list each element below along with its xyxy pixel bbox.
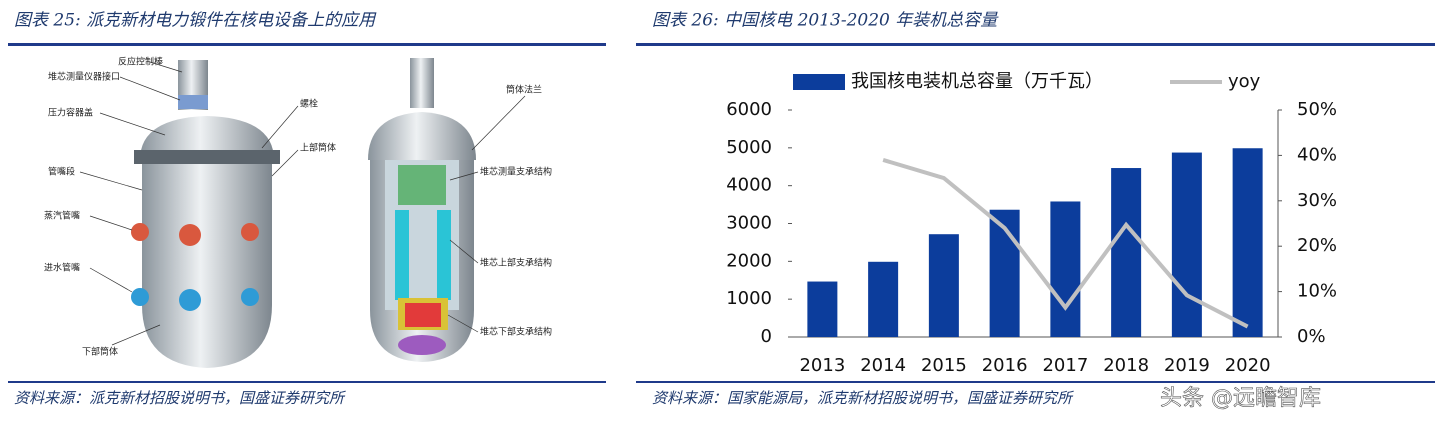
reactor-illustration	[79, 58, 526, 368]
part-label: 反应控制棒	[118, 56, 163, 68]
y2-tick-label: 0%	[1297, 326, 1326, 347]
bar	[1050, 201, 1081, 337]
part-label: 进水管嘴	[44, 262, 80, 274]
y2-tick-label: 10%	[1297, 281, 1337, 302]
rule	[636, 381, 1435, 383]
rule	[8, 381, 606, 383]
chart-title: 图表 26: 中国核电 2013-2020 年装机总容量	[652, 11, 999, 31]
y-tick-label: 5000	[726, 137, 772, 158]
part-label: 堆芯测量仪器接口	[48, 71, 120, 83]
bar	[1171, 152, 1202, 337]
y-tick-label: 2000	[726, 250, 772, 271]
bar	[928, 234, 959, 337]
y-tick-label: 1000	[726, 288, 772, 309]
legend-label: yoy	[1228, 71, 1261, 92]
y2-tick-label: 50%	[1297, 99, 1337, 120]
y-tick-label: 6000	[726, 99, 772, 120]
part-label: 管嘴段	[48, 166, 75, 178]
rule	[8, 43, 606, 46]
x-tick-label: 2020	[1225, 355, 1271, 376]
part-label: 筒体法兰	[506, 84, 542, 96]
y-tick-label: 0	[761, 326, 772, 347]
x-tick-label: 2015	[921, 355, 967, 376]
y-tick-label: 3000	[726, 213, 772, 234]
part-label: 下部筒体	[82, 346, 118, 358]
y2-tick-label: 40%	[1297, 144, 1337, 165]
legend-swatch	[793, 74, 845, 90]
source: 资料来源：国家能源局，派克新材招股说明书，国盛证券研究所	[652, 389, 1074, 407]
part-label: 堆芯上部支承结构	[480, 257, 552, 269]
x-tick-label: 2013	[799, 355, 845, 376]
bar	[868, 261, 899, 337]
source: 资料来源：派克新材招股说明书，国盛证券研究所	[14, 389, 346, 407]
y2-tick-label: 20%	[1297, 235, 1337, 256]
x-tick-label: 2019	[1164, 355, 1210, 376]
line	[882, 158, 1249, 329]
x-tick-label: 2017	[1042, 355, 1088, 376]
part-label: 压力容器盖	[48, 107, 93, 119]
part-label: 螺栓	[300, 98, 318, 110]
part-label: 堆芯下部支承结构	[480, 326, 552, 338]
part-label: 堆芯测量支承结构	[480, 166, 552, 178]
x-tick-label: 2014	[860, 355, 906, 376]
watermark: 头条 @远瞻智库	[1160, 386, 1321, 411]
plot: 0 1000 2000 3000 4000 5000 6000 0% 10% 20% 30% 40% 5…	[726, 71, 1337, 376]
figure-title: 图表 25: 派克新材电力锻件在核电设备上的应用	[14, 11, 377, 31]
x-tick-label: 2016	[982, 355, 1028, 376]
bar	[1232, 148, 1263, 337]
rule	[636, 43, 1435, 46]
x-tick-label: 2018	[1103, 355, 1149, 376]
part-label: 蒸汽管嘴	[44, 210, 80, 222]
bar	[1111, 168, 1142, 337]
part-label: 上部筒体	[300, 142, 336, 154]
y2-tick-label: 30%	[1297, 190, 1337, 211]
legend-label: 我国核电装机总容量（万千瓦）	[851, 71, 1103, 92]
y-tick-label: 4000	[726, 175, 772, 196]
bar	[807, 281, 838, 337]
